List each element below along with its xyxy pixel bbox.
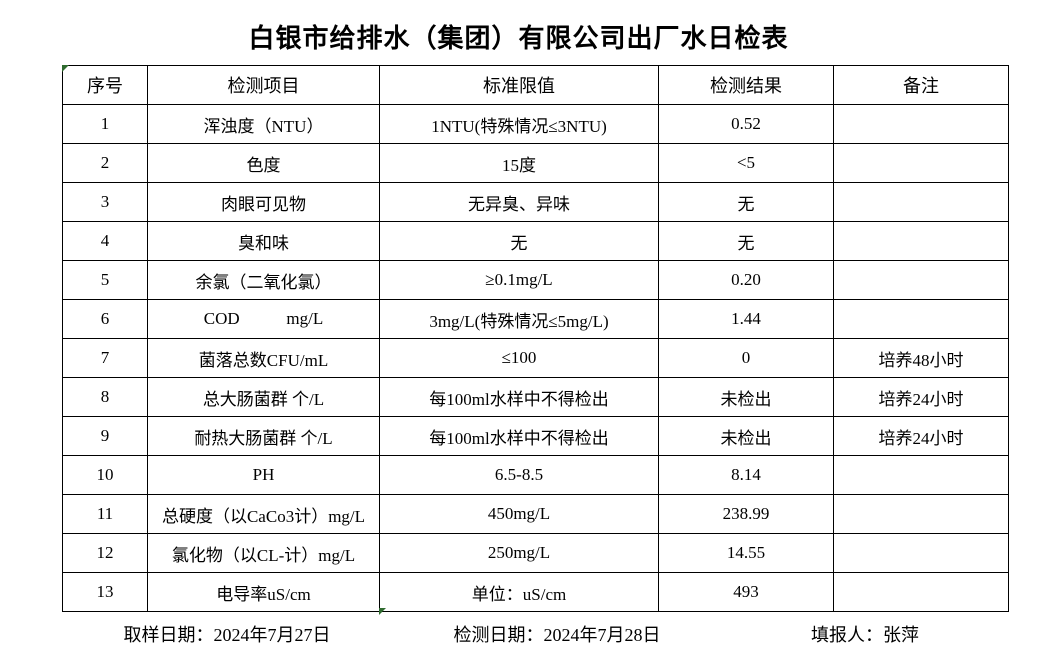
- cell-result: 未检出: [658, 416, 834, 456]
- table-body: 1 浑浊度（NTU） 1NTU(特殊情况≤3NTU) 0.52 2 色度 15度…: [62, 104, 1009, 612]
- cell-limit: ≥0.1mg/L: [379, 260, 659, 300]
- table-row: 8 总大肠菌群 个/L 每100ml水样中不得检出 未检出 培养24小时: [62, 377, 1009, 417]
- cell-item: 氯化物（以CL-计）mg/L: [147, 533, 380, 573]
- cell-item: 耐热大肠菌群 个/L: [147, 416, 380, 456]
- cell-item: 菌落总数CFU/mL: [147, 338, 380, 378]
- page-title: 白银市给排水（集团）有限公司出厂水日检表: [248, 24, 789, 53]
- table-row: 7 菌落总数CFU/mL ≤100 0 培养48小时: [62, 338, 1009, 378]
- comment-marker-icon: [379, 608, 386, 615]
- cell-limit: 每100ml水样中不得检出: [379, 377, 659, 417]
- cell-no: 6: [62, 299, 148, 339]
- cell-item: 浑浊度（NTU）: [147, 104, 380, 144]
- reporter-label: 填报人：张萍: [811, 625, 919, 645]
- cell-result: 0.20: [658, 260, 834, 300]
- cell-note: 培养24小时: [833, 416, 1009, 456]
- comment-marker-icon: [62, 65, 69, 72]
- cell-no: 5: [62, 260, 148, 300]
- cell-limit: ≤100: [379, 338, 659, 378]
- cell-note: 培养48小时: [833, 338, 1009, 378]
- cell-item: 总硬度（以CaCo3计）mg/L: [147, 494, 380, 534]
- table-header-row: 序号 检测项目 标准限值 检测结果 备注: [62, 65, 1009, 105]
- table-row: 2 色度 15度 <5: [62, 143, 1009, 183]
- cell-limit: 3mg/L(特殊情况≤5mg/L): [379, 299, 659, 339]
- table-row: 13 电导率uS/cm 单位：uS/cm 493: [62, 572, 1009, 612]
- cell-note: [833, 299, 1009, 339]
- cell-item: 臭和味: [147, 221, 380, 261]
- table-row: 1 浑浊度（NTU） 1NTU(特殊情况≤3NTU) 0.52: [62, 104, 1009, 144]
- table-row: 6 COD mg/L 3mg/L(特殊情况≤5mg/L) 1.44: [62, 299, 1009, 339]
- cell-limit: 1NTU(特殊情况≤3NTU): [379, 104, 659, 144]
- cell-result: 无: [658, 221, 834, 261]
- cell-limit: 6.5-8.5: [379, 455, 659, 495]
- cell-result: 无: [658, 182, 834, 222]
- cell-no: 7: [62, 338, 148, 378]
- cell-no: 9: [62, 416, 148, 456]
- cell-item: PH: [147, 455, 380, 495]
- cell-result: 14.55: [658, 533, 834, 573]
- sample-date-label: 取样日期：2024年7月27日: [123, 625, 331, 645]
- cell-note: [833, 143, 1009, 183]
- cell-item: COD mg/L: [147, 299, 380, 339]
- cell-no: 2: [62, 143, 148, 183]
- cell-limit: 250mg/L: [379, 533, 659, 573]
- column-header-result: 检测结果: [658, 65, 834, 105]
- cell-limit: 15度: [379, 143, 659, 183]
- cell-result: 未检出: [658, 377, 834, 417]
- table-row: 3 肉眼可见物 无异臭、异味 无: [62, 182, 1009, 222]
- cell-limit: 无异臭、异味: [379, 182, 659, 222]
- cell-limit: 单位：uS/cm: [379, 572, 659, 612]
- table-row: 11 总硬度（以CaCo3计）mg/L 450mg/L 238.99: [62, 494, 1009, 534]
- cell-note: [833, 572, 1009, 612]
- cell-no: 8: [62, 377, 148, 417]
- cell-limit: 无: [379, 221, 659, 261]
- column-header-limit: 标准限值: [379, 65, 659, 105]
- cell-no: 4: [62, 221, 148, 261]
- cell-result: <5: [658, 143, 834, 183]
- cell-limit: 450mg/L: [379, 494, 659, 534]
- cell-limit: 每100ml水样中不得检出: [379, 416, 659, 456]
- cell-item: 肉眼可见物: [147, 182, 380, 222]
- cell-no: 12: [62, 533, 148, 573]
- table-row: 9 耐热大肠菌群 个/L 每100ml水样中不得检出 未检出 培养24小时: [62, 416, 1009, 456]
- cell-result: 8.14: [658, 455, 834, 495]
- cell-item: 色度: [147, 143, 380, 183]
- report-footer: 取样日期：2024年7月27日 检测日期：2024年7月28日 填报人：张萍: [62, 617, 1008, 651]
- cell-item: 总大肠菌群 个/L: [147, 377, 380, 417]
- cell-note: [833, 182, 1009, 222]
- cell-item: 余氯（二氧化氯）: [147, 260, 380, 300]
- water-quality-table: 序号 检测项目 标准限值 检测结果 备注 1 浑浊度（NTU） 1NTU(特殊情…: [62, 65, 1009, 612]
- cell-no: 11: [62, 494, 148, 534]
- cell-note: [833, 260, 1009, 300]
- cell-result: 1.44: [658, 299, 834, 339]
- cell-result: 238.99: [658, 494, 834, 534]
- cell-note: [833, 533, 1009, 573]
- column-header-note: 备注: [833, 65, 1009, 105]
- table-row: 4 臭和味 无 无: [62, 221, 1009, 261]
- cell-note: 培养24小时: [833, 377, 1009, 417]
- cell-no: 10: [62, 455, 148, 495]
- column-header-item: 检测项目: [147, 65, 380, 105]
- table-row: 10 PH 6.5-8.5 8.14: [62, 455, 1009, 495]
- cell-result: 0.52: [658, 104, 834, 144]
- test-date-label: 检测日期：2024年7月28日: [453, 625, 661, 645]
- cell-note: [833, 455, 1009, 495]
- cell-result: 0: [658, 338, 834, 378]
- column-header-no: 序号: [62, 65, 148, 105]
- table-row: 12 氯化物（以CL-计）mg/L 250mg/L 14.55: [62, 533, 1009, 573]
- cell-result: 493: [658, 572, 834, 612]
- cell-no: 1: [62, 104, 148, 144]
- cell-item: 电导率uS/cm: [147, 572, 380, 612]
- table-row: 5 余氯（二氧化氯） ≥0.1mg/L 0.20: [62, 260, 1009, 300]
- cell-note: [833, 221, 1009, 261]
- cell-note: [833, 494, 1009, 534]
- cell-no: 3: [62, 182, 148, 222]
- cell-no: 13: [62, 572, 148, 612]
- cell-note: [833, 104, 1009, 144]
